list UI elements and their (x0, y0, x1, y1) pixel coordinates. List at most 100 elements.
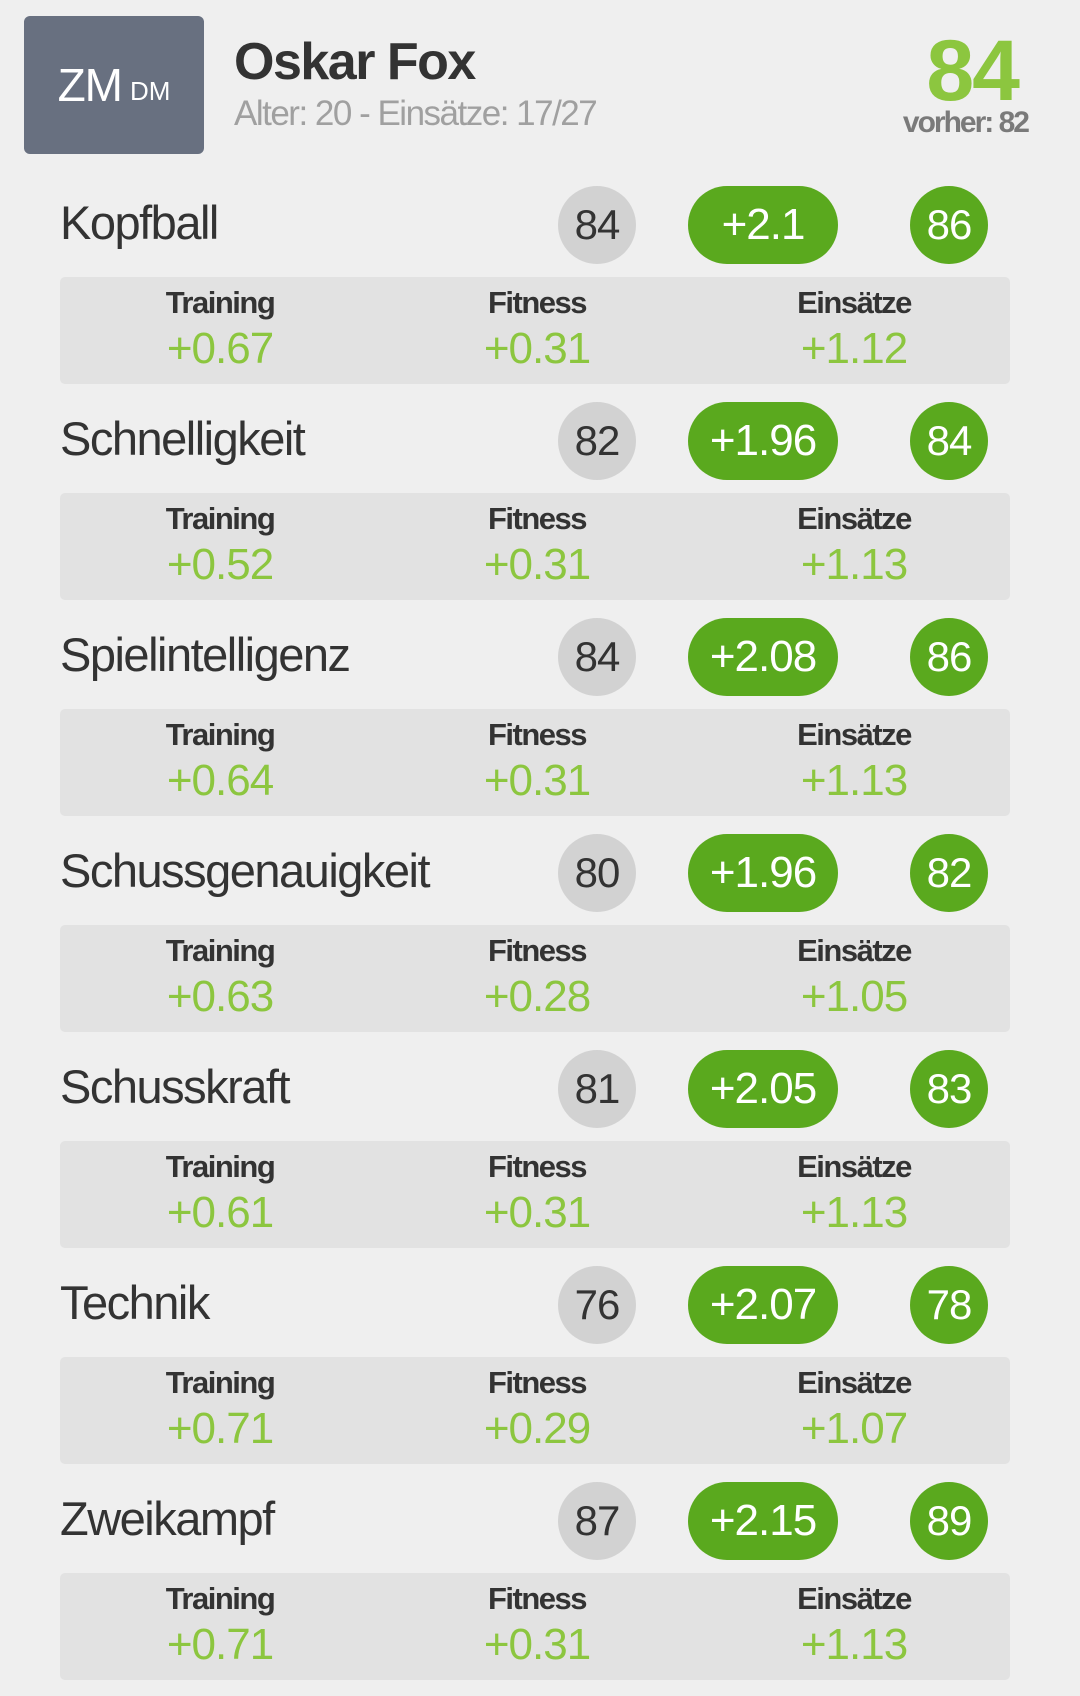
training-value: +0.61 (166, 1188, 274, 1237)
fitness-value: +0.28 (483, 972, 591, 1021)
fitness-label: Fitness (487, 1149, 588, 1184)
attribute-name: Technik (60, 1276, 210, 1329)
breakdown-panel: Training +0.71 Fitness +0.31 Einsätze +1… (60, 1573, 1010, 1680)
position-main: ZM (57, 59, 123, 111)
breakdown-panel: Training +0.64 Fitness +0.31 Einsätze +1… (60, 709, 1010, 816)
einsaetze-value: +1.05 (800, 972, 908, 1021)
einsaetze-label: Einsätze (797, 1365, 912, 1400)
training-value: +0.63 (166, 972, 274, 1021)
delta-badge: +1.96 (688, 834, 838, 912)
attribute-row: Technik 76 +2.07 78 Training +0.71 Fitne… (0, 1261, 1080, 1477)
next-value-badge: 83 (910, 1050, 988, 1128)
einsaetze-value: +1.13 (800, 1188, 908, 1237)
fitness-column: Fitness +0.28 (427, 925, 647, 1022)
training-column: Training +0.61 (110, 1141, 330, 1238)
delta-badge: +1.96 (688, 402, 838, 480)
attribute-name: Zweikampf (60, 1492, 275, 1545)
einsaetze-label: Einsätze (797, 501, 912, 536)
training-column: Training +0.67 (110, 277, 330, 374)
fitness-column: Fitness +0.31 (427, 1573, 647, 1670)
einsaetze-label: Einsätze (797, 1581, 912, 1616)
einsaetze-column: Einsätze +1.07 (744, 1357, 964, 1454)
attribute-header: Schussgenauigkeit 80 +1.96 82 (0, 829, 1080, 912)
training-label: Training (165, 1581, 276, 1616)
next-value-badge: 84 (910, 402, 988, 480)
attribute-header: Zweikampf 87 +2.15 89 (0, 1477, 1080, 1560)
einsaetze-label: Einsätze (797, 1149, 912, 1184)
breakdown-panel: Training +0.63 Fitness +0.28 Einsätze +1… (60, 925, 1010, 1032)
next-value-badge: 78 (910, 1266, 988, 1344)
delta-badge: +2.05 (688, 1050, 838, 1128)
position-badge: ZM DM (24, 16, 204, 154)
fitness-column: Fitness +0.31 (427, 1141, 647, 1238)
player-header: ZM DM Oskar Fox Alter: 20 - Einsätze: 17… (0, 0, 1080, 170)
fitness-column: Fitness +0.31 (427, 277, 647, 374)
attribute-header: Kopfball 84 +2.1 86 (0, 181, 1080, 264)
training-value: +0.64 (166, 756, 274, 805)
next-value-badge: 86 (910, 186, 988, 264)
attribute-row: Schussgenauigkeit 80 +1.96 82 Training +… (0, 829, 1080, 1045)
attribute-header: Technik 76 +2.07 78 (0, 1261, 1080, 1344)
breakdown-panel: Training +0.52 Fitness +0.31 Einsätze +1… (60, 493, 1010, 600)
fitness-column: Fitness +0.31 (427, 709, 647, 806)
fitness-label: Fitness (487, 1365, 588, 1400)
attribute-header: Schnelligkeit 82 +1.96 84 (0, 397, 1080, 480)
einsaetze-column: Einsätze +1.13 (744, 1141, 964, 1238)
einsaetze-value: +1.13 (800, 1620, 908, 1669)
einsaetze-label: Einsätze (797, 285, 912, 320)
training-label: Training (165, 285, 276, 320)
einsaetze-value: +1.13 (800, 756, 908, 805)
fitness-value: +0.31 (483, 1188, 591, 1237)
training-column: Training +0.71 (110, 1357, 330, 1454)
einsaetze-label: Einsätze (797, 933, 912, 968)
attribute-row: Zweikampf 87 +2.15 89 Training +0.71 Fit… (0, 1477, 1080, 1693)
overall-rating: 84 (926, 23, 1020, 119)
fitness-column: Fitness +0.29 (427, 1357, 647, 1454)
training-column: Training +0.52 (110, 493, 330, 590)
previous-rating: vorher: 82 (902, 106, 1030, 139)
fitness-value: +0.31 (483, 324, 591, 373)
attribute-name: Schnelligkeit (60, 412, 306, 465)
einsaetze-column: Einsätze +1.13 (744, 709, 964, 806)
current-value-badge: 87 (558, 1482, 636, 1560)
position-secondary: DM (129, 75, 171, 106)
breakdown-panel: Training +0.71 Fitness +0.29 Einsätze +1… (60, 1357, 1010, 1464)
breakdown-panel: Training +0.67 Fitness +0.31 Einsätze +1… (60, 277, 1010, 384)
breakdown-panel: Training +0.61 Fitness +0.31 Einsätze +1… (60, 1141, 1010, 1248)
current-value-badge: 76 (558, 1266, 636, 1344)
fitness-label: Fitness (487, 501, 588, 536)
fitness-value: +0.31 (483, 756, 591, 805)
training-value: +0.71 (166, 1404, 274, 1453)
einsaetze-label: Einsätze (797, 717, 912, 752)
training-label: Training (165, 501, 276, 536)
training-column: Training +0.64 (110, 709, 330, 806)
training-value: +0.71 (166, 1620, 274, 1669)
delta-badge: +2.08 (688, 618, 838, 696)
delta-badge: +2.07 (688, 1266, 838, 1344)
einsaetze-column: Einsätze +1.13 (744, 493, 964, 590)
attribute-header: Schusskraft 81 +2.05 83 (0, 1045, 1080, 1128)
einsaetze-column: Einsätze +1.13 (744, 1573, 964, 1670)
current-value-badge: 82 (558, 402, 636, 480)
einsaetze-column: Einsätze +1.05 (744, 925, 964, 1022)
fitness-value: +0.29 (483, 1404, 591, 1453)
delta-badge: +2.1 (688, 186, 838, 264)
training-column: Training +0.63 (110, 925, 330, 1022)
training-value: +0.67 (166, 324, 274, 373)
attribute-name: Schusskraft (60, 1060, 291, 1113)
einsaetze-value: +1.07 (800, 1404, 908, 1453)
einsaetze-value: +1.12 (800, 324, 908, 373)
training-label: Training (165, 717, 276, 752)
training-label: Training (165, 933, 276, 968)
training-column: Training +0.71 (110, 1573, 330, 1670)
fitness-column: Fitness +0.31 (427, 493, 647, 590)
fitness-label: Fitness (487, 285, 588, 320)
fitness-value: +0.31 (483, 540, 591, 589)
current-value-badge: 84 (558, 186, 636, 264)
fitness-value: +0.31 (483, 1620, 591, 1669)
fitness-label: Fitness (487, 1581, 588, 1616)
attribute-name: Spielintelligenz (60, 628, 351, 681)
attribute-name: Kopfball (60, 196, 219, 249)
attribute-row: Spielintelligenz 84 +2.08 86 Training +0… (0, 613, 1080, 829)
einsaetze-value: +1.13 (800, 540, 908, 589)
